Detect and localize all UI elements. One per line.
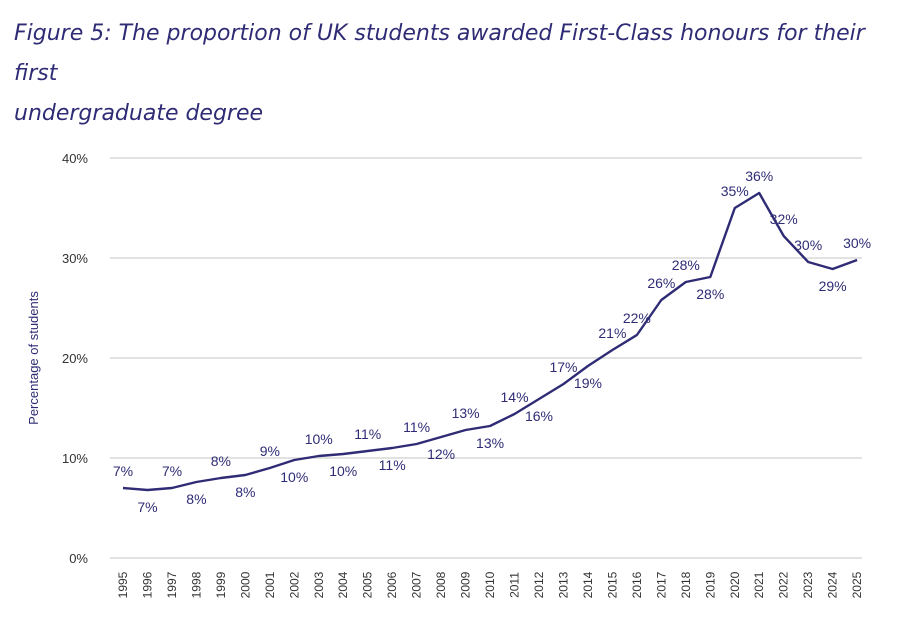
data-label: 21% [598, 325, 626, 341]
figure-title-line-2: undergraduate degree [14, 101, 264, 126]
data-label: 11% [354, 426, 381, 442]
x-tick-label: 2019 [703, 571, 717, 598]
x-tick-label: 2018 [679, 571, 693, 598]
x-tick-label: 2024 [826, 571, 840, 598]
x-tick-label: 2020 [728, 571, 742, 598]
data-label: 17% [549, 359, 577, 375]
data-label: 28% [672, 257, 700, 273]
data-label: 11% [379, 457, 406, 473]
data-label: 8% [186, 491, 206, 507]
data-label: 26% [647, 275, 675, 291]
x-tick-label: 2005 [361, 571, 375, 598]
x-tick-label: 2017 [654, 571, 668, 598]
x-tick-label: 2008 [434, 571, 448, 598]
x-tick-label: 2010 [483, 571, 497, 598]
x-tick-label: 2023 [801, 571, 815, 598]
data-label: 7% [137, 499, 157, 515]
data-label: 32% [770, 211, 798, 227]
data-labels: 7%7%7%8%8%8%9%10%10%10%11%11%11%12%13%13… [113, 168, 871, 515]
x-tick-label: 2007 [410, 571, 424, 598]
x-tick-label: 2014 [581, 571, 595, 598]
data-label: 14% [501, 389, 529, 405]
x-axis-ticks: 1995 1996 1997 1998 1999 2000 2001 2002 2003 2004… [116, 571, 864, 598]
data-label: 16% [525, 408, 553, 424]
x-tick-label: 2013 [556, 571, 570, 598]
data-label: 30% [794, 237, 822, 253]
series-line [122, 191, 858, 492]
x-tick-label: 2025 [850, 571, 864, 598]
data-label: 8% [211, 453, 231, 469]
x-tick-label: 2009 [459, 571, 473, 598]
data-label: 10% [305, 431, 333, 447]
y-tick-label: 40% [62, 151, 88, 166]
x-tick-label: 2002 [287, 571, 301, 598]
x-tick-label: 2003 [312, 571, 326, 598]
x-tick-label: 2000 [238, 571, 252, 598]
data-label: 7% [113, 463, 133, 479]
x-tick-label: 1998 [189, 571, 203, 598]
x-tick-label: 2012 [532, 571, 546, 598]
x-tick-label: 2011 [508, 572, 522, 598]
gridlines [110, 157, 862, 559]
data-label: 11% [403, 419, 430, 435]
data-label: 36% [745, 168, 773, 184]
x-tick-label: 1997 [165, 571, 179, 598]
y-tick-label: 30% [62, 251, 88, 266]
data-label: 22% [623, 310, 651, 326]
data-label: 9% [260, 443, 280, 459]
data-label: 13% [452, 405, 480, 421]
data-label: 8% [235, 484, 255, 500]
x-tick-label: 1999 [214, 571, 228, 598]
x-tick-label: 1995 [116, 571, 130, 598]
x-tick-label: 2021 [752, 571, 766, 598]
data-label: 7% [162, 463, 182, 479]
y-axis-label: Percentage of students [26, 291, 41, 425]
y-tick-label: 10% [62, 451, 88, 466]
x-tick-label: 2015 [605, 571, 619, 598]
figure-title-line-1: Figure 5: The proportion of UK students … [14, 21, 865, 86]
data-label: 35% [721, 183, 749, 199]
x-tick-label: 2006 [385, 571, 399, 598]
data-label: 30% [843, 235, 871, 251]
figure-title: Figure 5: The proportion of UK students … [14, 14, 909, 134]
series-layer [122, 191, 858, 492]
x-tick-label: 2016 [630, 571, 644, 598]
data-label: 10% [280, 469, 308, 485]
y-tick-label: 0% [69, 551, 88, 566]
y-tick-label: 20% [62, 351, 88, 366]
data-label: 19% [574, 375, 602, 391]
data-label: 28% [696, 286, 724, 302]
x-tick-label: 1996 [140, 571, 154, 598]
x-tick-label: 2001 [263, 571, 277, 598]
y-axis-ticks: 0% 10% 20% 30% 40% [62, 151, 88, 566]
data-label: 12% [427, 446, 455, 462]
data-label: 13% [476, 435, 504, 451]
x-tick-label: 2022 [777, 571, 791, 598]
data-label: 29% [819, 278, 847, 294]
data-label: 10% [329, 463, 357, 479]
x-tick-label: 2004 [336, 571, 350, 598]
